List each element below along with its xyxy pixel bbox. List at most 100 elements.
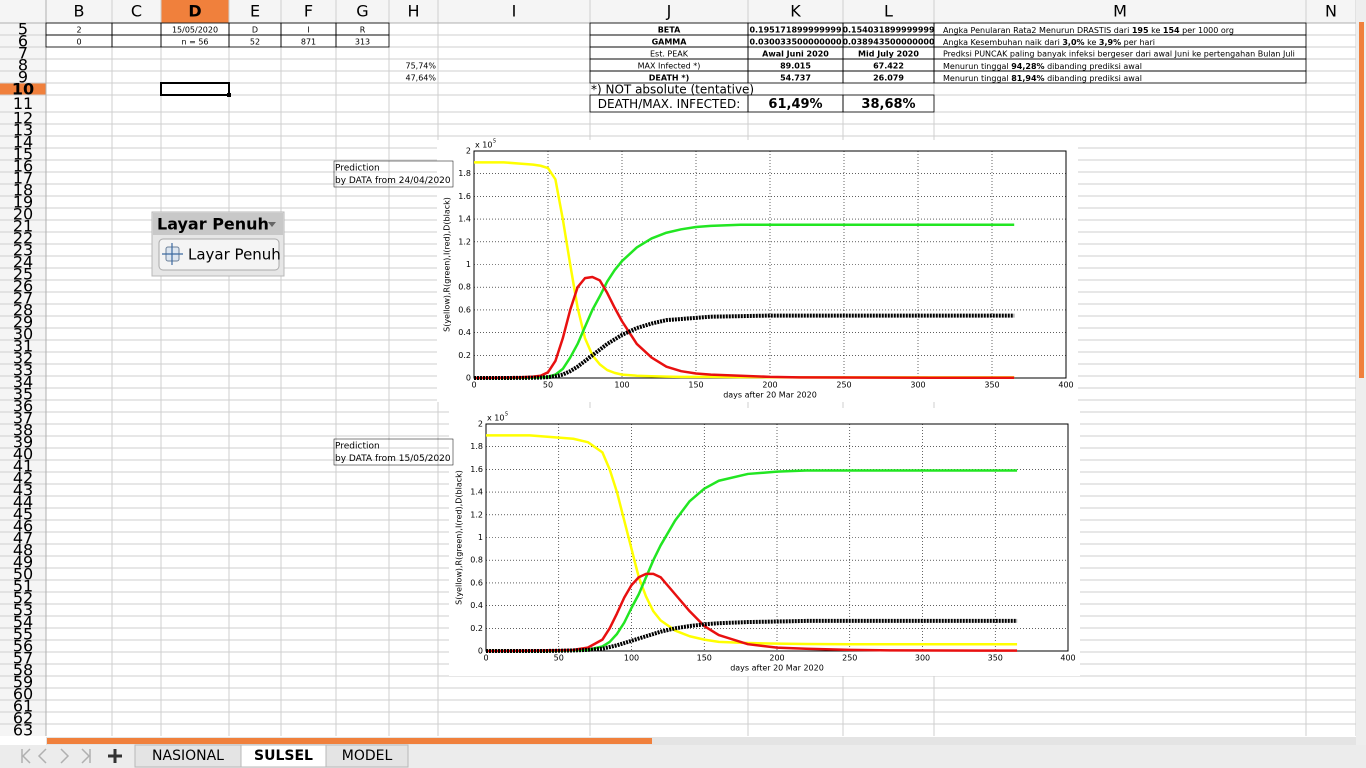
cell-text: 61,49%	[768, 97, 822, 112]
chart-background	[449, 408, 1080, 676]
sheet-tab-label[interactable]: SULSEL	[254, 748, 313, 764]
cell-text: Mid July 2020	[858, 50, 919, 59]
row-header: 51	[13, 577, 33, 596]
row-header: 41	[13, 457, 33, 476]
fullscreen-icon-arrows	[162, 243, 183, 265]
cell-text-run: dibanding prediksi awal	[1045, 62, 1142, 71]
y-tick-label: 1.8	[458, 169, 471, 178]
add-sheet-button[interactable]	[108, 749, 122, 763]
note-box	[333, 160, 454, 188]
x-tick-label: 150	[697, 654, 712, 663]
cell-text: I	[307, 26, 309, 35]
tab-nav-button[interactable]	[81, 748, 91, 764]
cell-text: 52	[250, 38, 260, 47]
row-header: 37	[13, 409, 33, 428]
row-header: 27	[13, 289, 33, 308]
y-tick-label: 1.4	[470, 488, 483, 497]
cell-text: 15/05/2020	[172, 26, 218, 35]
row-header: 20	[13, 205, 33, 224]
y-tick-label: 1.4	[458, 215, 471, 224]
chart-background	[437, 140, 1078, 402]
cell-text-run: 195	[1132, 26, 1149, 35]
column-header: K	[790, 2, 801, 21]
cell-text: Angka Penularan Rata2 Menurun DRASTIS da…	[943, 26, 1234, 35]
column-header: I	[512, 2, 517, 21]
cell-text-run: dibanding prediksi awal	[1045, 74, 1142, 83]
x-tick-label: 350	[984, 381, 999, 390]
cell-text: n = 56	[181, 38, 208, 47]
popup-button[interactable]	[158, 238, 280, 271]
cell-text: Est. PEAK	[650, 50, 689, 59]
y-tick-label: 0.4	[470, 601, 483, 610]
cell-text: 54.737	[780, 74, 811, 83]
plot-frame	[485, 423, 1069, 652]
row-header: 11	[13, 94, 33, 113]
y-tick-label: 0.4	[458, 328, 471, 337]
cell-text-run: 3,9%	[1099, 38, 1121, 47]
cell-text: 47,64%	[405, 74, 436, 83]
cell-text: 26.079	[873, 74, 904, 83]
tab-nav-button[interactable]	[37, 748, 47, 764]
x-tick-label: 300	[915, 654, 930, 663]
cell-border	[933, 70, 1307, 84]
y-scale-label: x 10	[487, 414, 504, 423]
row-header: 19	[13, 193, 33, 212]
sheet-tab-label[interactable]: MODEL	[342, 748, 393, 764]
y-tick-label: 0.6	[470, 578, 483, 587]
tab-nav-button[interactable]	[60, 748, 70, 764]
tab-nav-button[interactable]	[21, 748, 31, 764]
row-header: 5	[18, 20, 28, 39]
y-scale-label: x 10	[475, 141, 492, 150]
selected-cell[interactable]	[160, 82, 230, 96]
y-scale-exponent: 5	[505, 412, 508, 418]
row-header: 24	[13, 253, 33, 272]
cell-text: R	[360, 26, 366, 35]
cell-text-run: 94,28%	[1011, 62, 1044, 71]
cell-border	[842, 94, 935, 113]
x-tick-label: 250	[842, 654, 857, 663]
column-header: E	[250, 2, 260, 21]
row-header: 59	[13, 673, 33, 692]
y-tick-label: 0.6	[458, 305, 471, 314]
y-tick-label: 2	[466, 147, 471, 156]
y-axis-label: S(yellow),R(green),I(red),D(black)	[443, 197, 452, 332]
row-header: 13	[13, 121, 33, 140]
row-header: 23	[13, 241, 33, 260]
x-tick-label: 0	[483, 654, 488, 663]
row-header: 28	[13, 301, 33, 320]
cell-text: 0	[76, 38, 81, 47]
cell-text-run: Menurun tinggal	[943, 74, 1011, 83]
row-header: 39	[13, 433, 33, 452]
row-header: 21	[13, 217, 33, 236]
cell-text-run: 154	[1163, 26, 1180, 35]
column-header: H	[407, 2, 419, 21]
y-tick-label: 1.6	[470, 465, 483, 474]
column-header: B	[74, 2, 85, 21]
series-line	[474, 313, 1015, 380]
row-header: 8	[18, 56, 28, 75]
column-header-bar	[0, 0, 1356, 23]
sheet-tab[interactable]	[325, 744, 409, 768]
note-text: Prediction	[335, 164, 380, 174]
row-header: 48	[13, 541, 33, 560]
popup: Layar Penuh Layar Penuh	[151, 211, 285, 277]
x-axis-label: days after 20 Mar 2020	[730, 664, 824, 673]
column-header: G	[356, 2, 368, 21]
row-header: 38	[13, 421, 33, 440]
cell-text: *) NOT absolute (tentative)	[591, 83, 754, 97]
row-header: 30	[13, 325, 33, 344]
x-tick-label: 150	[688, 381, 703, 390]
cell-text: Menurun tinggal 94,28% dibanding prediks…	[943, 62, 1142, 71]
popup-button-label[interactable]: Layar Penuh	[188, 246, 281, 264]
y-tick-label: 2	[478, 420, 483, 429]
row-header: 58	[13, 661, 33, 680]
sheet-tab-label[interactable]: NASIONAL	[152, 748, 224, 764]
vertical-scrollbar-thumb[interactable]	[1359, 22, 1364, 378]
horizontal-scrollbar-thumb[interactable]	[47, 738, 652, 744]
row-header: 33	[13, 361, 33, 380]
x-tick-label: 400	[1058, 381, 1073, 390]
row-header: 45	[13, 505, 33, 524]
row-header: 16	[13, 157, 33, 176]
row-header: 54	[13, 613, 33, 632]
